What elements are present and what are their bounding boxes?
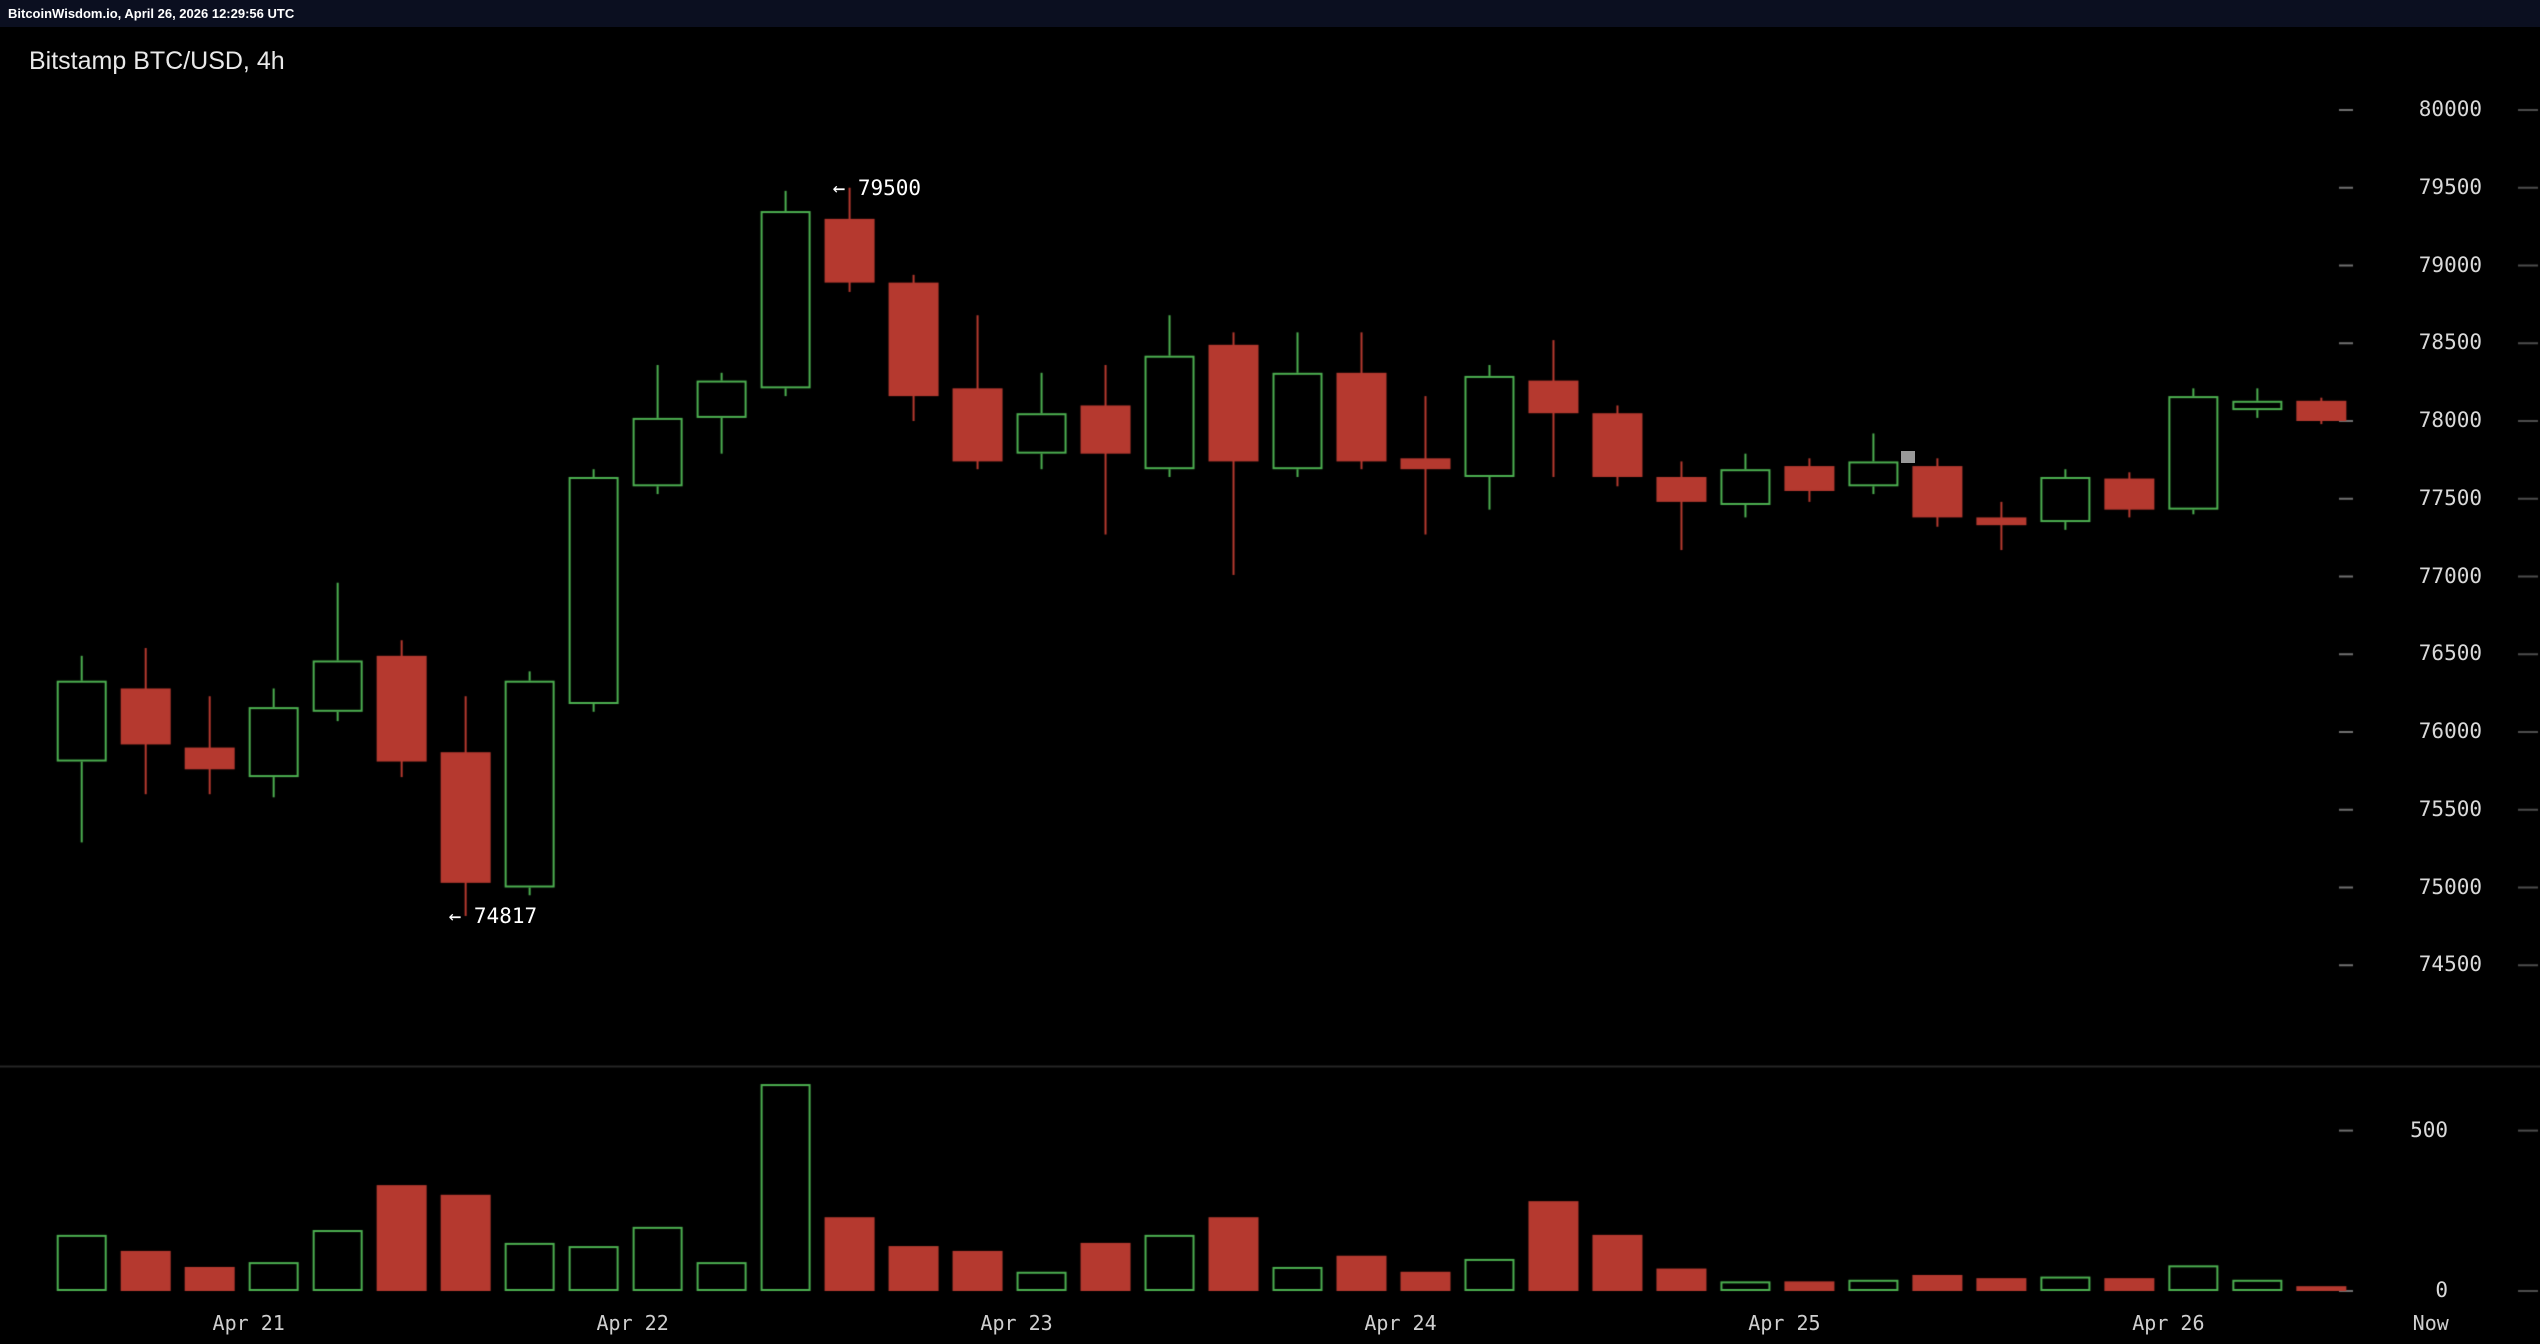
- x-axis-label: Apr 24: [1364, 1311, 1437, 1335]
- x-axis-label: Apr 26: [2132, 1311, 2205, 1335]
- x-axis-label: Apr 22: [596, 1311, 669, 1335]
- price-axis-label: 78000: [2418, 408, 2482, 432]
- x-axis-label: Apr 25: [1748, 1311, 1821, 1335]
- price-axis-label: 78500: [2418, 330, 2482, 355]
- top-bar-text: BitcoinWisdom.io, April 26, 2026 12:29:5…: [8, 6, 295, 21]
- price-axis-label: 76000: [2418, 719, 2482, 743]
- price-axis-label: 75500: [2418, 796, 2482, 821]
- chart-area: Bitstamp BTC/USD, 4h 80000 79500 79000 7850…: [0, 27, 2540, 1344]
- price-axis-label: 80000: [2418, 97, 2482, 121]
- price-axis-label: 75000: [2418, 874, 2482, 899]
- volume-axis-label: 500: [2410, 1117, 2448, 1142]
- x-axis-label: Apr 23: [980, 1311, 1053, 1335]
- price-axis-label: 77500: [2418, 485, 2482, 510]
- price-axis-label: 79000: [2418, 252, 2482, 277]
- top-bar: BitcoinWisdom.io, April 26, 2026 12:29:5…: [0, 0, 2540, 27]
- x-axis-label: Apr 21: [212, 1311, 285, 1335]
- price-axis-label: 79500: [2418, 174, 2482, 199]
- chart-title: Bitstamp BTC/USD, 4h: [29, 47, 285, 75]
- low-price-annotation: ← 74817: [448, 903, 538, 928]
- x-axis-label: Now: [2412, 1311, 2449, 1335]
- price-axis-label: 74500: [2418, 952, 2482, 977]
- candlestick-chart[interactable]: [0, 27, 2540, 1344]
- mouse-cursor-marker: [1901, 451, 1915, 463]
- price-axis-label: 76500: [2418, 641, 2482, 666]
- high-price-annotation: ← 79500: [832, 175, 922, 200]
- price-axis-label: 77000: [2418, 563, 2482, 588]
- volume-axis-label: 0: [2435, 1278, 2448, 1302]
